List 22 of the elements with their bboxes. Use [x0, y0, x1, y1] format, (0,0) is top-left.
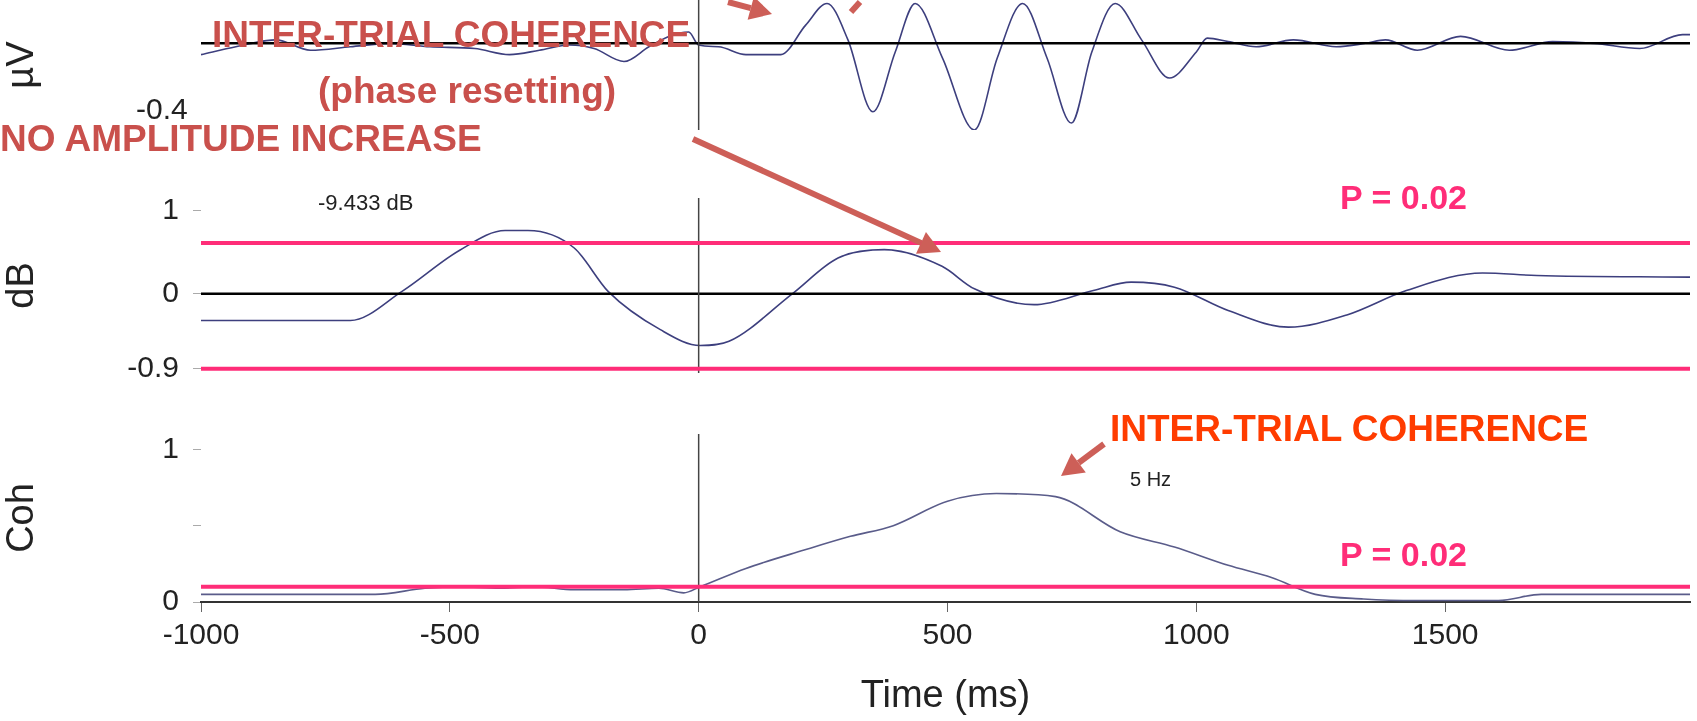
annotation: -9.433 dB [318, 190, 414, 216]
annotation: P = 0.02 [1340, 178, 1467, 217]
annotation: (phase resetting) [318, 70, 617, 112]
x-tick-label: 0 [690, 617, 707, 651]
annotation: INTER-TRIAL COHERENCE [1110, 408, 1589, 450]
y-axis-title: µV [0, 40, 42, 89]
y-tick-label: 0 [162, 583, 179, 617]
x-tick-label: 500 [922, 617, 973, 651]
annotation: 5 Hz [1130, 468, 1172, 491]
y-tick-label: -0.9 [127, 350, 179, 384]
x-tick-label: -1000 [162, 617, 240, 651]
x-axis-title: Time (ms) [860, 672, 1031, 715]
x-tick-label: 1000 [1162, 617, 1230, 651]
x-tick-label: 1500 [1411, 617, 1479, 651]
y-tick-label: 1 [162, 430, 179, 464]
line-series [201, 229, 1690, 347]
x-tick-label: -500 [419, 617, 480, 651]
y-tick-label: 0 [162, 275, 179, 309]
y-tick-label: 1 [162, 191, 179, 225]
y-axis-title: Coh [0, 483, 42, 553]
y-axis-title: dB [0, 262, 42, 309]
annotation: P = 0.02 [1340, 535, 1467, 574]
